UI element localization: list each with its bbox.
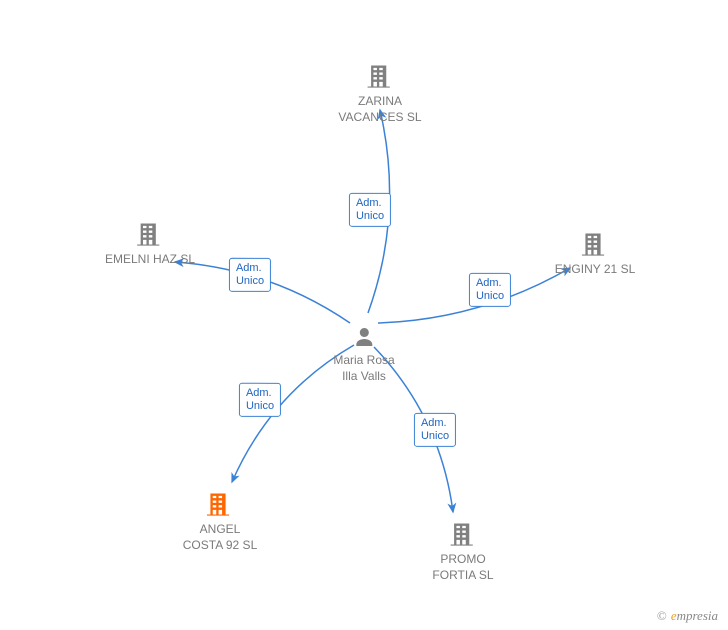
- edge-label-line1: Adm.: [236, 262, 264, 275]
- edge-label-line2: Unico: [476, 290, 504, 303]
- watermark-rest: mpresia: [677, 608, 718, 623]
- diagram-canvas: Maria Rosa Illa Valls ZARINAVACANCES SL …: [0, 0, 728, 630]
- company-label-line1: ANGEL: [183, 522, 257, 538]
- edge-label-line2: Unico: [246, 400, 274, 413]
- company-label-line1: ZARINA: [338, 94, 421, 110]
- edge-label-promo: Adm.Unico: [414, 413, 456, 447]
- company-label-line2: VACANCES SL: [338, 110, 421, 126]
- company-label-line1: ENGINY 21 SL: [555, 262, 635, 278]
- edge-label-line1: Adm.: [421, 417, 449, 430]
- company-node-promo[interactable]: PROMOFORTIA SL: [432, 520, 493, 583]
- edge-label-line1: Adm.: [246, 387, 274, 400]
- company-label-line2: FORTIA SL: [432, 568, 493, 584]
- edge-label-line1: Adm.: [356, 197, 384, 210]
- company-label-line1: EMELNI HAZ SL: [105, 252, 195, 268]
- building-icon: [136, 220, 164, 248]
- company-label-line2: COSTA 92 SL: [183, 538, 257, 554]
- company-node-enginy[interactable]: ENGINY 21 SL: [555, 230, 635, 278]
- edge-label-line2: Unico: [421, 430, 449, 443]
- company-node-emelni[interactable]: EMELNI HAZ SL: [105, 220, 195, 268]
- building-icon: [449, 520, 477, 548]
- center-label-line2: Illa Valls: [333, 369, 394, 385]
- center-label-line1: Maria Rosa: [333, 353, 394, 369]
- building-icon: [581, 230, 609, 258]
- company-label-line1: PROMO: [432, 552, 493, 568]
- company-node-zarina[interactable]: ZARINAVACANCES SL: [338, 62, 421, 125]
- building-icon: [206, 490, 234, 518]
- copyright-symbol: ©: [657, 608, 667, 623]
- company-node-angel[interactable]: ANGELCOSTA 92 SL: [183, 490, 257, 553]
- edge-label-emelni: Adm.Unico: [229, 258, 271, 292]
- edge-label-line2: Unico: [236, 275, 264, 288]
- edge-label-line1: Adm.: [476, 277, 504, 290]
- edge-label-angel: Adm.Unico: [239, 383, 281, 417]
- center-person-node[interactable]: Maria Rosa Illa Valls: [333, 325, 394, 384]
- watermark: ©empresia: [657, 608, 718, 624]
- building-icon: [366, 62, 394, 90]
- edge-label-enginy: Adm.Unico: [469, 273, 511, 307]
- person-icon: [352, 325, 376, 349]
- edge-label-zarina: Adm.Unico: [349, 193, 391, 227]
- edge-label-line2: Unico: [356, 210, 384, 223]
